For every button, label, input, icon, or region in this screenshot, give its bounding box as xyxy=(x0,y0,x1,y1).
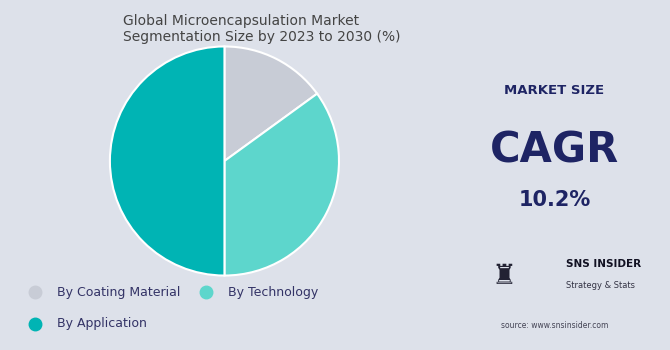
Text: Strategy & Stats: Strategy & Stats xyxy=(566,281,635,290)
Wedge shape xyxy=(224,47,317,161)
Wedge shape xyxy=(224,94,339,275)
Text: By Technology: By Technology xyxy=(228,286,318,299)
Text: Global Microencapsulation Market
Segmentation Size by 2023 to 2030 (%): Global Microencapsulation Market Segment… xyxy=(123,14,401,44)
Text: By Application: By Application xyxy=(57,317,147,330)
Text: MARKET SIZE: MARKET SIZE xyxy=(505,84,604,98)
Text: By Coating Material: By Coating Material xyxy=(57,286,180,299)
Text: source: www.snsinsider.com: source: www.snsinsider.com xyxy=(500,321,608,330)
Text: CAGR: CAGR xyxy=(490,130,619,172)
Text: SNS INSIDER: SNS INSIDER xyxy=(566,259,641,269)
Text: 10.2%: 10.2% xyxy=(519,189,590,210)
Wedge shape xyxy=(110,47,224,275)
Text: ♜: ♜ xyxy=(491,262,516,290)
